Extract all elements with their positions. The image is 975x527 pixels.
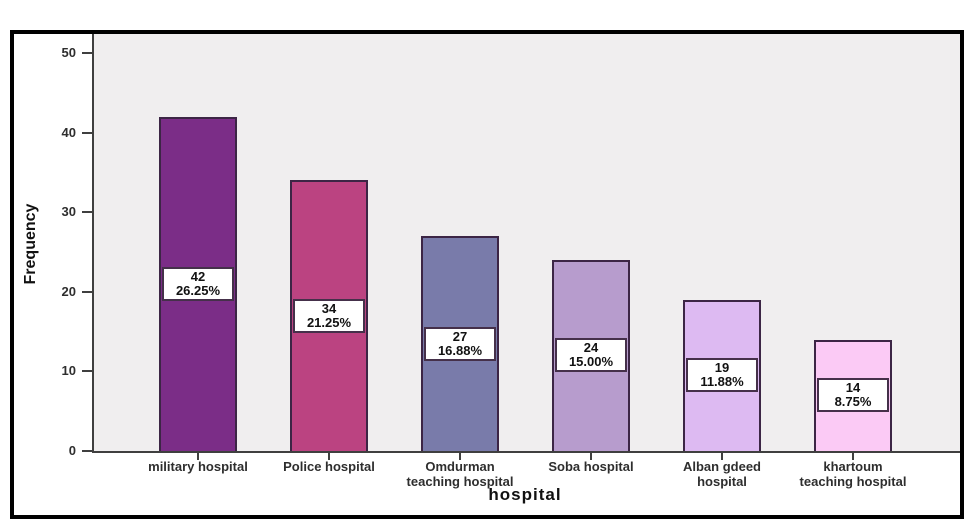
bar-value-label: 27 16.88% — [424, 326, 496, 361]
bar-value-label: 24 15.00% — [555, 338, 627, 373]
y-axis-tick — [82, 370, 92, 373]
bar-value-label: 19 11.88% — [686, 358, 758, 393]
y-axis-tick — [82, 52, 92, 54]
bar-percent: 16.88% — [437, 342, 483, 358]
x-tick-label-line: military hospital — [148, 459, 248, 474]
y-axis-tick — [82, 211, 92, 214]
y-axis-tick — [82, 131, 92, 134]
x-tick-label-line: Alban gdeed — [682, 459, 761, 474]
x-axis-tick — [459, 453, 461, 460]
y-tick-label: 20 — [61, 283, 76, 299]
y-axis-tick — [82, 290, 92, 293]
y-tick-label: 40 — [61, 124, 76, 140]
x-axis-title: hospital — [488, 485, 562, 504]
bar-percent: 15.00% — [568, 354, 614, 370]
bar-count: 42 — [190, 268, 206, 284]
bar-percent: 11.88% — [700, 374, 744, 390]
x-tick-label-line: khartoum — [823, 459, 883, 474]
x-tick-label-line: Omdurman — [425, 459, 495, 474]
x-axis-tick — [721, 453, 723, 460]
bar-percent: 8.75% — [834, 394, 872, 410]
x-tick-label: military hospital — [113, 459, 283, 474]
bar-percent: 21.25% — [306, 314, 352, 330]
y-axis-tick — [82, 450, 92, 452]
bar-value-label: 42 26.25% — [162, 266, 234, 301]
x-tick-label: Alban gdeed hospital — [637, 459, 807, 489]
x-tick-label: Police hospital — [244, 459, 414, 474]
y-tick-label: 50 — [61, 45, 76, 60]
bar-count: 14 — [845, 380, 861, 396]
x-axis-tick — [197, 453, 199, 460]
x-tick-label-line: teaching hospital — [799, 474, 907, 489]
bar-value-label: 34 21.25% — [293, 298, 365, 333]
y-tick-label: 10 — [61, 363, 76, 379]
x-tick-label-line: teaching hospital — [406, 474, 514, 489]
bar-value-label: 14 8.75% — [817, 378, 889, 413]
chart-frame: 0 10 20 30 40 50 42 26.25% 34 21.25% 27 16.88% 24 15.… — [10, 30, 964, 519]
plot-area: 0 10 20 30 40 50 42 26.25% 34 21.25% 27 16.88% 24 15.… — [62, 34, 960, 458]
x-tick-label-line: Soba hospital — [548, 459, 634, 474]
x-tick-label-line: Police hospital — [283, 459, 375, 474]
x-axis-tick — [328, 453, 330, 460]
bar-percent: 26.25% — [175, 282, 221, 298]
x-axis-tick — [590, 453, 592, 460]
y-tick-label: 30 — [61, 204, 76, 220]
x-axis-tick — [852, 453, 854, 460]
x-tick-label-line: hospital — [697, 474, 747, 489]
bar-count: 27 — [452, 328, 468, 344]
x-tick-label: Omdurman teaching hospital — [375, 459, 545, 489]
x-tick-label: khartoum teaching hospital — [768, 459, 938, 489]
bar-count: 19 — [714, 360, 730, 376]
bar-count: 24 — [583, 340, 599, 356]
bar-count: 34 — [321, 300, 337, 316]
y-axis-title: Frequency — [22, 203, 39, 285]
x-tick-label: Soba hospital — [506, 459, 676, 474]
y-tick-label: 0 — [68, 443, 76, 458]
